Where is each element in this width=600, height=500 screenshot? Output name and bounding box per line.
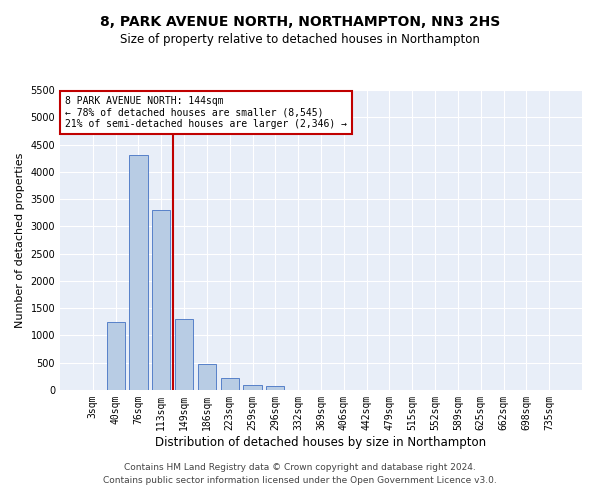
Text: 8, PARK AVENUE NORTH, NORTHAMPTON, NN3 2HS: 8, PARK AVENUE NORTH, NORTHAMPTON, NN3 2…	[100, 15, 500, 29]
Bar	[198, 364, 216, 390]
Bar	[266, 386, 284, 390]
Text: 8 PARK AVENUE NORTH: 144sqm
← 78% of detached houses are smaller (8,545)
21% of : 8 PARK AVENUE NORTH: 144sqm ← 78% of det…	[65, 96, 347, 129]
Text: Size of property relative to detached houses in Northampton: Size of property relative to detached ho…	[120, 32, 480, 46]
Bar	[221, 378, 239, 390]
Text: Contains public sector information licensed under the Open Government Licence v3: Contains public sector information licen…	[103, 476, 497, 485]
Bar	[244, 384, 262, 390]
X-axis label: Distribution of detached houses by size in Northampton: Distribution of detached houses by size …	[155, 436, 487, 448]
Bar	[107, 322, 125, 390]
Bar	[175, 319, 193, 390]
Text: Contains HM Land Registry data © Crown copyright and database right 2024.: Contains HM Land Registry data © Crown c…	[124, 464, 476, 472]
Y-axis label: Number of detached properties: Number of detached properties	[15, 152, 25, 328]
Bar	[130, 156, 148, 390]
Bar	[152, 210, 170, 390]
